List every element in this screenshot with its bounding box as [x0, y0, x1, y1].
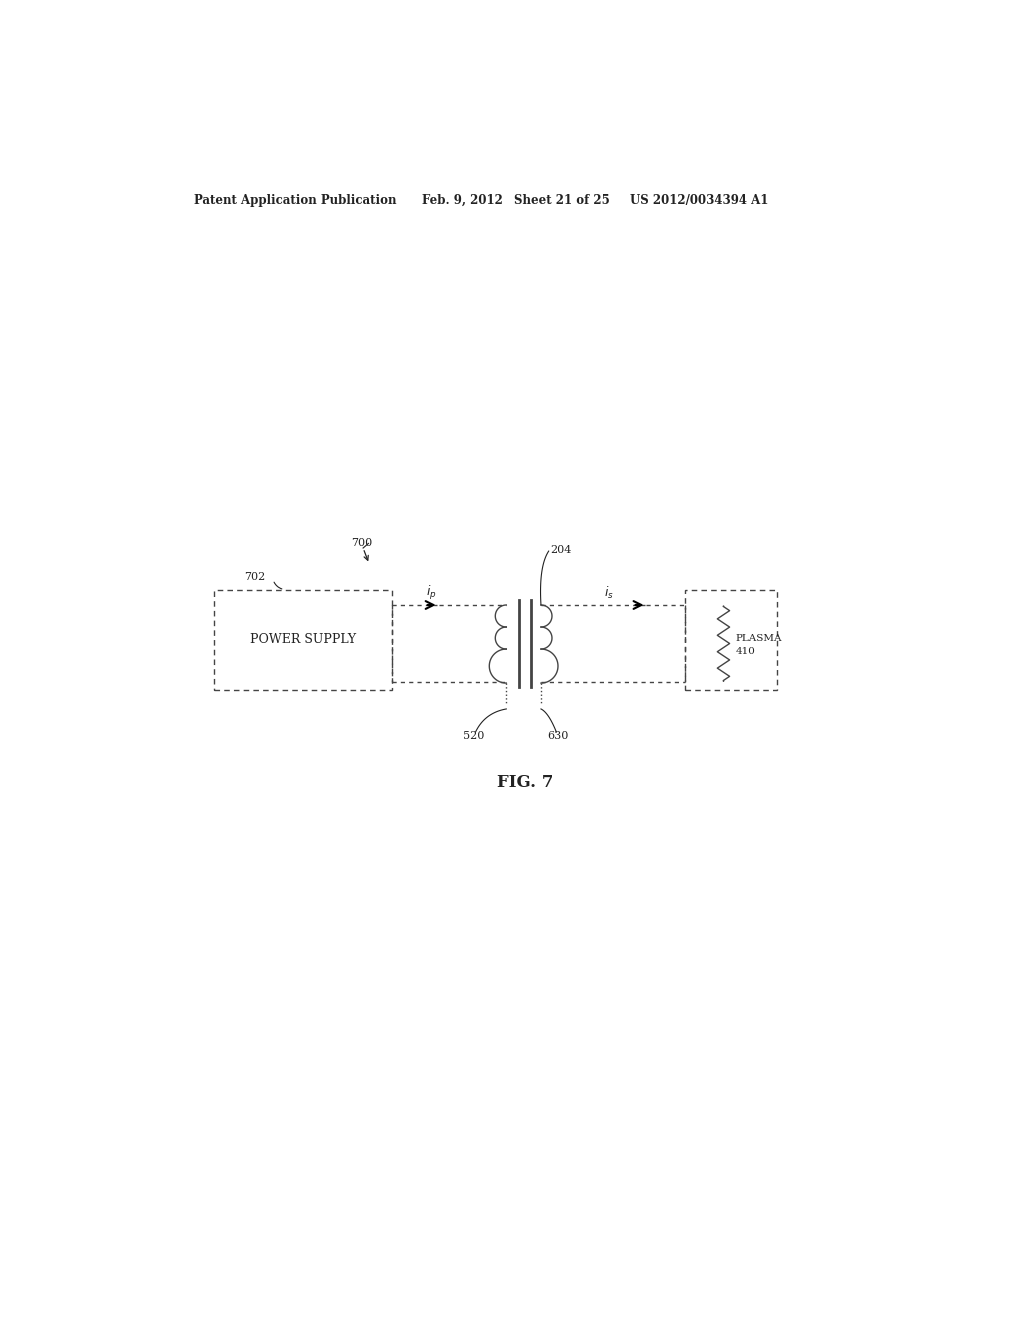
- Text: Sheet 21 of 25: Sheet 21 of 25: [514, 194, 609, 207]
- Text: 520: 520: [463, 731, 484, 741]
- Text: Patent Application Publication: Patent Application Publication: [194, 194, 396, 207]
- Text: 204: 204: [550, 545, 571, 554]
- Text: PLASMA: PLASMA: [736, 635, 782, 643]
- Bar: [214, 590, 392, 689]
- Text: POWER SUPPLY: POWER SUPPLY: [250, 634, 356, 647]
- Text: $i_s$: $i_s$: [604, 585, 614, 601]
- Text: $i_p$: $i_p$: [426, 583, 436, 602]
- Bar: [685, 590, 777, 689]
- Text: FIG. 7: FIG. 7: [497, 774, 553, 791]
- Text: Feb. 9, 2012: Feb. 9, 2012: [422, 194, 503, 207]
- Text: 630: 630: [547, 731, 568, 741]
- Text: US 2012/0034394 A1: US 2012/0034394 A1: [630, 194, 768, 207]
- Text: 700: 700: [351, 539, 373, 548]
- Text: 410: 410: [736, 647, 756, 656]
- Text: 702: 702: [244, 573, 265, 582]
